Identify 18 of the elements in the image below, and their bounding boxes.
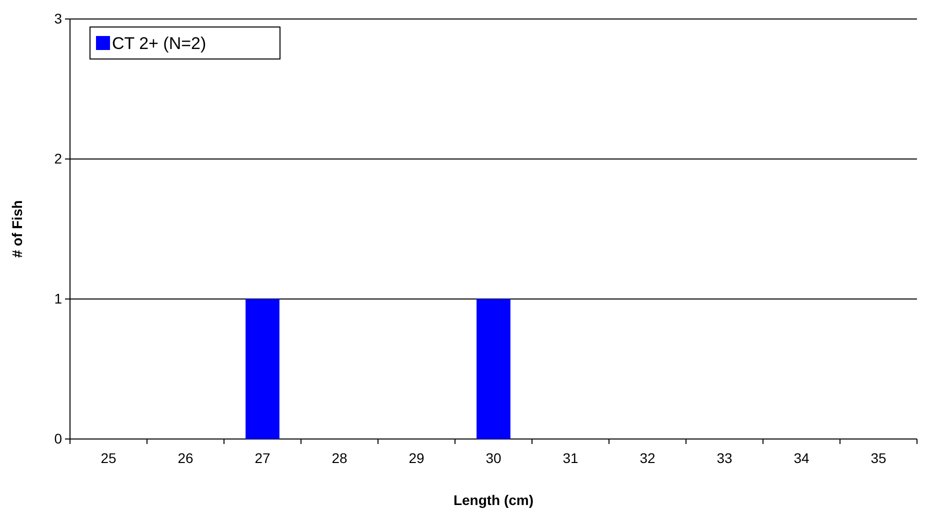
x-tick-label: 26 [178,450,194,466]
x-tick-label: 29 [408,450,424,466]
x-tick-label: 30 [486,450,502,466]
y-tick-label: 2 [54,150,62,166]
x-tick-label: 34 [794,450,810,466]
y-tick-label: 3 [54,10,62,26]
y-tick-label: 1 [54,290,62,306]
x-tick-label: 33 [716,450,732,466]
x-axis-title: Length (cm) [453,492,534,508]
y-tick-label: 0 [54,430,62,446]
x-tick-label: 31 [562,450,578,466]
x-tick-label: 28 [332,450,348,466]
x-tick-label: 35 [870,450,886,466]
legend-label: CT 2+ (N=2) [112,34,206,53]
x-tick-label: 32 [640,450,656,466]
y-axis-title: # of Fish [9,200,25,258]
x-tick-label: 27 [254,450,270,466]
x-tick-label: 25 [100,450,116,466]
